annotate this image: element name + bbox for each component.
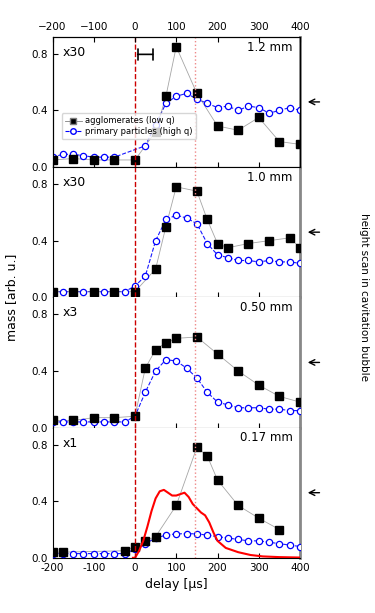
Text: x3: x3	[62, 306, 78, 319]
Text: 1.0 mm: 1.0 mm	[247, 171, 292, 184]
Text: mass [arb. u.]: mass [arb. u.]	[5, 254, 18, 341]
Text: height scan in cavitation bubble: height scan in cavitation bubble	[359, 213, 369, 381]
Text: x1: x1	[62, 436, 78, 450]
Text: x30: x30	[62, 46, 86, 59]
Text: 0.50 mm: 0.50 mm	[240, 301, 292, 314]
Text: 1.2 mm: 1.2 mm	[247, 40, 292, 54]
X-axis label: delay [µs]: delay [µs]	[145, 578, 208, 592]
Text: x30: x30	[62, 176, 86, 189]
Text: 0.17 mm: 0.17 mm	[240, 432, 292, 444]
Legend: agglomerates (low q), primary particles (high q): agglomerates (low q), primary particles …	[62, 113, 196, 139]
